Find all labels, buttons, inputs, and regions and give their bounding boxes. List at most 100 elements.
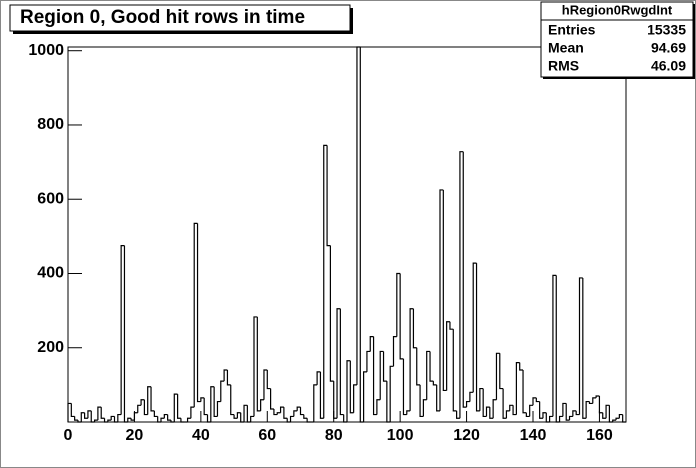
bin [313, 384, 318, 422]
bin [366, 350, 371, 372]
bin [492, 399, 497, 419]
bin [107, 419, 112, 422]
bin [409, 308, 414, 411]
bin [432, 381, 437, 386]
bin [456, 410, 460, 419]
stats-label: Mean [548, 40, 584, 56]
bin [595, 395, 600, 398]
stats-label: Entries [548, 22, 596, 38]
bin [319, 371, 324, 419]
bin [549, 415, 553, 422]
bin [562, 402, 567, 417]
bin [412, 308, 417, 349]
bin [353, 384, 357, 413]
stats-value: 15335 [647, 22, 686, 38]
bin [442, 189, 447, 392]
bin [406, 410, 411, 415]
bin [452, 329, 457, 412]
bin [299, 407, 304, 416]
y-tick-label: 800 [37, 116, 64, 133]
bin [167, 414, 171, 421]
bin [419, 384, 424, 418]
bin [210, 386, 215, 422]
bin [250, 415, 254, 422]
bin [303, 414, 308, 419]
bin [147, 386, 152, 415]
bin [539, 401, 543, 419]
frame [67, 46, 627, 423]
bin [240, 412, 245, 423]
bin [515, 361, 520, 415]
bin [77, 420, 82, 423]
bin [306, 418, 311, 423]
bin [475, 263, 480, 412]
bin [588, 401, 593, 405]
bin [359, 47, 364, 423]
bin [502, 388, 507, 419]
bin [283, 407, 288, 419]
bin [349, 360, 354, 414]
bin [522, 370, 527, 414]
bin [376, 399, 381, 415]
bin [213, 386, 218, 418]
bin [80, 412, 85, 422]
bin [246, 405, 251, 423]
bin [216, 400, 221, 417]
x-tick-label: 100 [387, 427, 414, 444]
bin [323, 144, 328, 419]
bin [446, 321, 450, 391]
bin [326, 145, 331, 247]
bin [296, 406, 301, 411]
x-tick-label: 20 [126, 427, 144, 444]
bin [343, 414, 347, 423]
bin [163, 413, 168, 419]
x-tick-label: 140 [520, 427, 547, 444]
y-tick-label: 400 [37, 265, 64, 282]
bin [602, 412, 607, 419]
bin [226, 370, 231, 386]
bin [389, 365, 394, 422]
bin [276, 412, 281, 415]
bin [485, 406, 490, 417]
bin [339, 308, 344, 416]
bin [429, 351, 434, 382]
bin [489, 407, 494, 419]
bin [223, 369, 228, 382]
bin [256, 316, 261, 412]
bin [230, 384, 235, 416]
y-tick-label: 1000 [28, 42, 64, 59]
bin [236, 412, 241, 419]
bin [618, 413, 623, 419]
bin [279, 406, 284, 413]
bin [369, 336, 374, 352]
bin [93, 419, 98, 422]
bin [260, 399, 264, 411]
bin [396, 272, 401, 337]
x-tick-label: 160 [586, 427, 613, 444]
bin [426, 350, 431, 400]
bin [535, 397, 540, 403]
bin [186, 417, 191, 422]
bin [133, 412, 138, 421]
bin [316, 371, 321, 385]
bin [399, 273, 404, 360]
bin [90, 410, 95, 423]
bin [67, 402, 72, 422]
bin [127, 417, 132, 422]
bin [266, 370, 271, 390]
y-tick-label: 600 [37, 190, 64, 207]
bin [592, 397, 597, 404]
stats-value: 46.09 [651, 58, 686, 74]
bin [605, 404, 610, 419]
bin [160, 417, 165, 422]
x-tick-label: 40 [192, 427, 210, 444]
bin [572, 410, 577, 417]
bin [273, 409, 278, 416]
bin [422, 399, 427, 417]
bin [382, 351, 387, 382]
bin [509, 404, 514, 411]
bin [436, 384, 440, 412]
bin [578, 277, 583, 415]
bin [117, 413, 122, 422]
